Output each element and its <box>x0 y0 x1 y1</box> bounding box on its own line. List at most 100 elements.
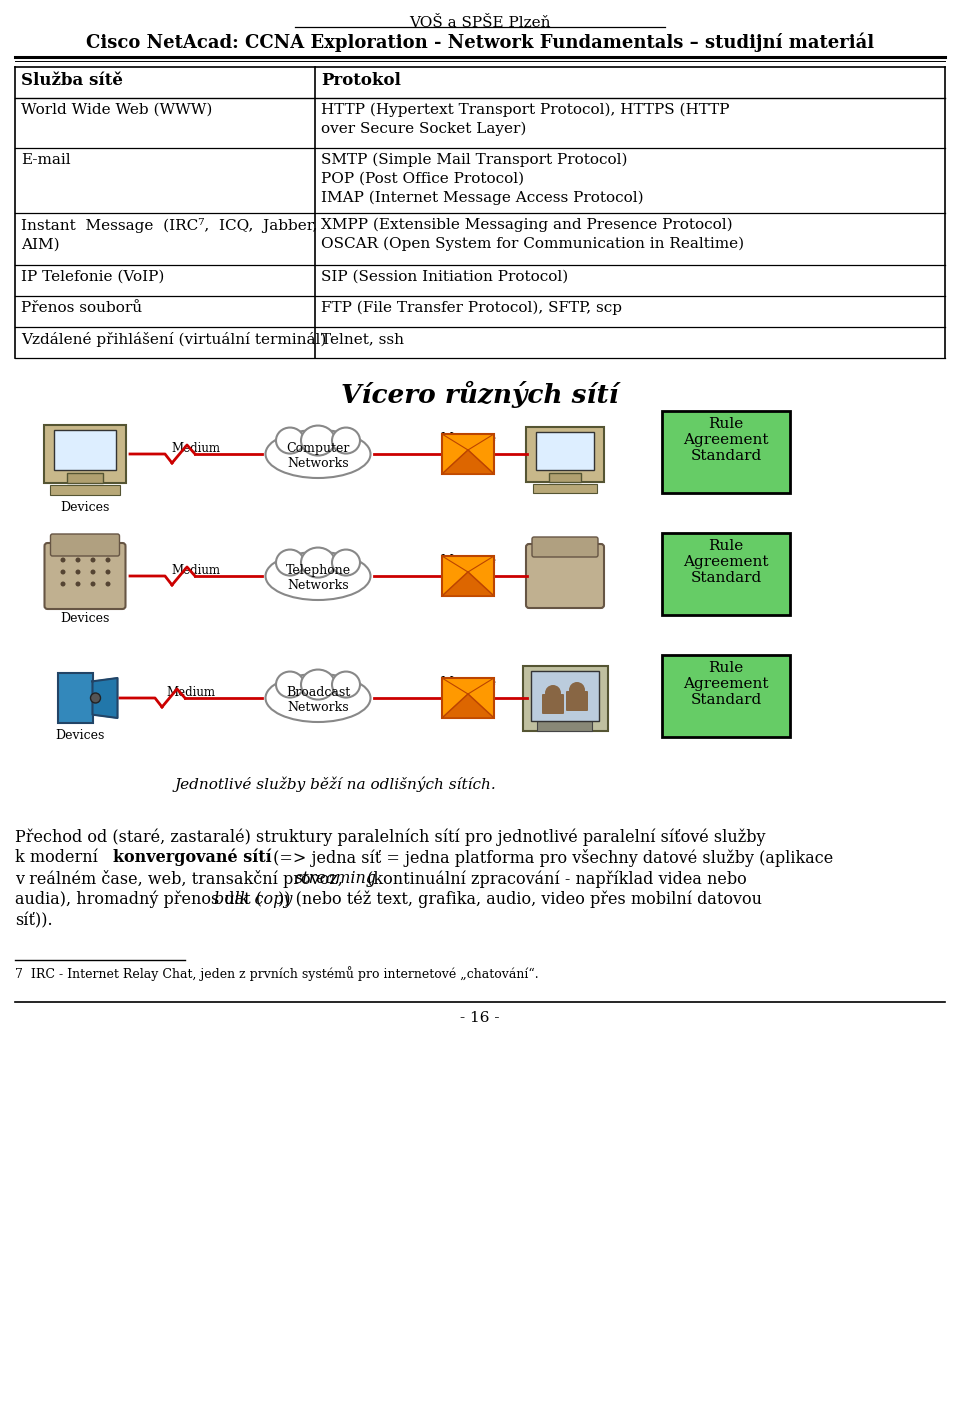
Bar <box>526 427 604 482</box>
Circle shape <box>106 581 110 587</box>
FancyBboxPatch shape <box>662 411 790 493</box>
Text: konvergované sítí: konvergované sítí <box>113 849 272 867</box>
Text: Computer
Networks: Computer Networks <box>286 442 349 470</box>
Text: bulk copy: bulk copy <box>214 891 293 908</box>
Bar <box>44 425 126 483</box>
Circle shape <box>545 684 561 701</box>
Circle shape <box>90 557 95 563</box>
Ellipse shape <box>301 425 335 455</box>
Bar <box>50 485 120 495</box>
Text: Telephone
Networks: Telephone Networks <box>285 564 350 592</box>
Text: IP Telefonie (VoIP): IP Telefonie (VoIP) <box>21 271 164 283</box>
Polygon shape <box>92 677 117 718</box>
Text: Broadcast
Networks: Broadcast Networks <box>286 686 350 714</box>
Ellipse shape <box>301 670 335 700</box>
Text: Protokol: Protokol <box>321 72 401 89</box>
Ellipse shape <box>332 428 360 453</box>
Ellipse shape <box>266 674 371 723</box>
Text: Message: Message <box>440 432 496 445</box>
Text: HTTP (Hypertext Transport Protocol), HTTPS (HTTP
over Secure Socket Layer): HTTP (Hypertext Transport Protocol), HTT… <box>321 103 730 136</box>
FancyBboxPatch shape <box>662 533 790 615</box>
Text: Message: Message <box>440 676 496 689</box>
Ellipse shape <box>276 428 304 453</box>
Circle shape <box>90 581 95 587</box>
Ellipse shape <box>266 429 371 478</box>
FancyBboxPatch shape <box>51 534 119 555</box>
Text: Rule
Agreement
Standard: Rule Agreement Standard <box>684 538 769 585</box>
Polygon shape <box>442 451 494 475</box>
Ellipse shape <box>301 547 335 578</box>
Circle shape <box>106 570 110 574</box>
Bar <box>67 473 103 483</box>
Text: Rule
Agreement
Standard: Rule Agreement Standard <box>684 417 769 463</box>
Circle shape <box>569 682 585 699</box>
Bar <box>442 434 494 475</box>
Circle shape <box>76 581 81 587</box>
Text: audia), hromadný přenos dat (: audia), hromadný přenos dat ( <box>15 891 262 908</box>
FancyBboxPatch shape <box>532 537 598 557</box>
Circle shape <box>106 557 110 563</box>
Circle shape <box>90 570 95 574</box>
Bar <box>533 483 597 493</box>
Bar <box>442 555 494 597</box>
Text: Medium: Medium <box>172 564 221 577</box>
Text: VOŠ a SPŠE Plzeň: VOŠ a SPŠE Plzeň <box>409 16 551 30</box>
Ellipse shape <box>332 672 360 697</box>
Text: - 16 -: - 16 - <box>460 1010 500 1024</box>
Text: Přechod od (staré, zastaralé) struktury paralelních sítí pro jednotlivé paraleln: Přechod od (staré, zastaralé) struktury … <box>15 828 765 846</box>
Ellipse shape <box>276 672 304 697</box>
Circle shape <box>60 557 65 563</box>
Text: Instant  Message  (IRC⁷,  ICQ,  Jabber,
AIM): Instant Message (IRC⁷, ICQ, Jabber, AIM) <box>21 218 318 251</box>
Ellipse shape <box>332 550 360 575</box>
Text: Vícero různých sítí: Vícero různých sítí <box>341 381 619 408</box>
Text: síť)).: síť)). <box>15 913 53 930</box>
Text: Medium: Medium <box>166 686 215 699</box>
Text: Cisco NetAcad: CCNA Exploration - Network Fundamentals – studijní materiál: Cisco NetAcad: CCNA Exploration - Networ… <box>86 33 874 51</box>
FancyBboxPatch shape <box>526 544 604 608</box>
Polygon shape <box>442 694 494 718</box>
FancyBboxPatch shape <box>566 691 588 711</box>
Bar <box>531 672 599 721</box>
Bar <box>536 432 594 470</box>
Circle shape <box>60 581 65 587</box>
Text: Přenos souborů: Přenos souborů <box>21 300 142 315</box>
Bar <box>549 472 581 482</box>
Circle shape <box>90 693 101 703</box>
Bar <box>54 429 116 470</box>
Circle shape <box>76 570 81 574</box>
Text: World Wide Web (WWW): World Wide Web (WWW) <box>21 103 212 118</box>
Text: (kontinuální zpracování - například videa nebo: (kontinuální zpracování - například vide… <box>362 870 747 887</box>
Text: v reálném čase, web, transakční provoz,: v reálném čase, web, transakční provoz, <box>15 870 348 888</box>
Text: Devices: Devices <box>60 612 109 625</box>
Text: Vzdálené přihlášení (virtuální terminál): Vzdálené přihlášení (virtuální terminál) <box>21 332 326 347</box>
FancyBboxPatch shape <box>542 694 564 714</box>
Ellipse shape <box>276 550 304 575</box>
Polygon shape <box>442 572 494 597</box>
Text: )) (nebo též text, grafika, audio, video přes mobilní datovou: )) (nebo též text, grafika, audio, video… <box>278 891 762 908</box>
FancyBboxPatch shape <box>44 543 126 609</box>
Text: Telnet, ssh: Telnet, ssh <box>321 332 404 346</box>
Text: Medium: Medium <box>172 442 221 455</box>
Text: streaming: streaming <box>295 870 377 887</box>
Circle shape <box>76 557 81 563</box>
Bar <box>442 677 494 718</box>
Bar <box>537 720 592 731</box>
Text: k moderní: k moderní <box>15 849 103 866</box>
Text: Rule
Agreement
Standard: Rule Agreement Standard <box>684 660 769 707</box>
Text: SMTP (Simple Mail Transport Protocol)
POP (Post Office Protocol)
IMAP (Internet : SMTP (Simple Mail Transport Protocol) PO… <box>321 153 643 204</box>
Bar <box>522 666 608 731</box>
Text: XMPP (Extensible Messaging and Presence Protocol)
OSCAR (Open System for Communi: XMPP (Extensible Messaging and Presence … <box>321 218 744 251</box>
Text: Jednotlivé služby běží na odlišných sítích.: Jednotlivé služby běží na odlišných sítí… <box>174 777 496 792</box>
FancyBboxPatch shape <box>662 655 790 737</box>
Text: Message: Message <box>440 554 496 567</box>
Text: FTP (File Transfer Protocol), SFTP, scp: FTP (File Transfer Protocol), SFTP, scp <box>321 300 622 316</box>
Circle shape <box>60 570 65 574</box>
Bar <box>58 673 92 723</box>
Ellipse shape <box>266 553 371 599</box>
Text: SIP (Session Initiation Protocol): SIP (Session Initiation Protocol) <box>321 271 568 283</box>
Text: Devices: Devices <box>56 728 105 743</box>
Text: (=> jedna síť = jedna platforma pro všechny datové služby (aplikace: (=> jedna síť = jedna platforma pro všec… <box>268 849 833 867</box>
Text: E-mail: E-mail <box>21 153 71 167</box>
Text: 7  IRC - Internet Relay Chat, jeden z prvních systémů pro internetové „chatování: 7 IRC - Internet Relay Chat, jeden z prv… <box>15 966 539 981</box>
Text: Služba sítě: Služba sítě <box>21 72 123 89</box>
